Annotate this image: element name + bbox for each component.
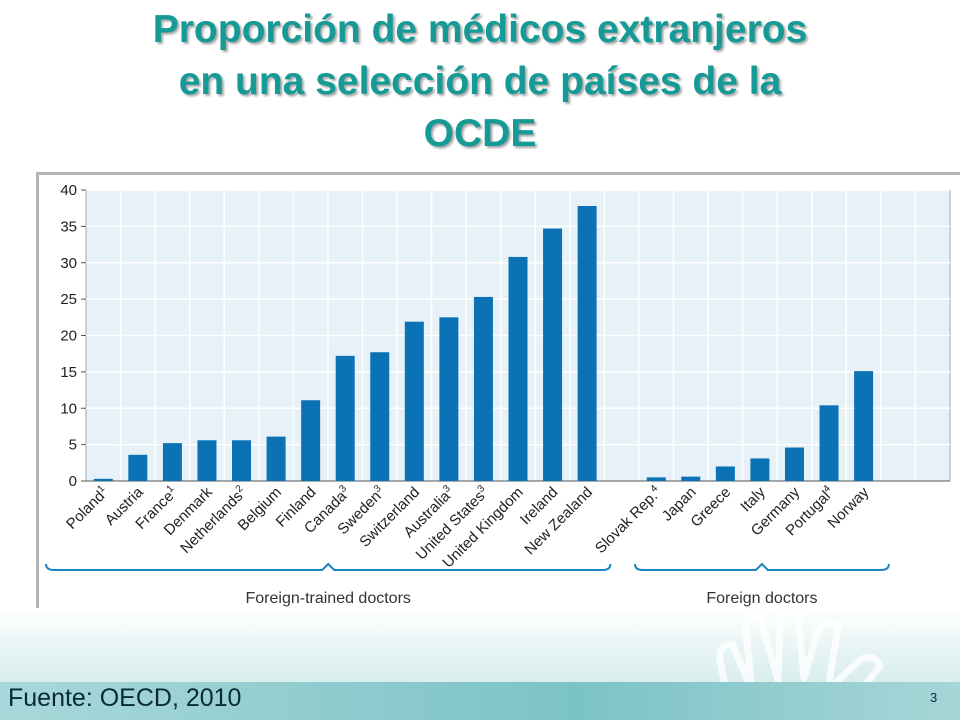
y-tick-label: 25 [60,291,77,308]
page-number: 3 [930,690,938,705]
x-tick-label: Slovak Rep.4 [591,483,665,557]
y-tick-label: 30 [60,255,77,272]
bar [93,478,113,481]
y-tick-label: 35 [60,218,77,235]
y-tick-label: 15 [60,364,77,381]
bar [784,447,804,481]
bar [128,454,148,481]
chart-frame: 0 5 10 15 20 25 30 35 40 Poland1 Austria France1 Den… [36,172,960,608]
bar [197,440,217,481]
bar [646,477,666,481]
bar [681,476,701,481]
bar [162,443,182,481]
source-text: Fuente: OECD, 2010 [8,684,242,712]
bar [543,228,563,481]
bar [854,371,874,481]
bar [232,440,252,481]
title-line-1: Proporción de médicos extranjeros [152,8,808,51]
bar [370,352,390,481]
y-tick-label: 20 [60,328,77,345]
x-tick-label: Poland1 [62,483,112,533]
bar [439,317,459,481]
group-label: Foreign doctors [706,590,817,607]
bar [819,405,839,481]
group-label: Foreign-trained doctors [245,590,410,607]
bar [750,458,770,481]
footer-bar [0,682,960,720]
bar [577,206,597,481]
bar [473,296,493,481]
group-bracket [633,562,890,571]
title-line-3: OCDE [423,112,537,155]
y-tick-label: 10 [60,400,77,417]
y-tick-label: 0 [69,473,77,490]
y-tick-label: 40 [60,182,77,199]
bar [335,355,355,481]
y-tick-label: 5 [69,437,77,454]
title-line-2: en una selección de países de la [178,60,782,103]
slide-title: Proporción de médicos extranjeros en una… [0,4,960,160]
bar [715,466,735,481]
bar [404,321,424,481]
bar [301,400,321,481]
group-bracket [45,562,612,571]
bar [508,256,528,481]
bar [266,436,286,481]
